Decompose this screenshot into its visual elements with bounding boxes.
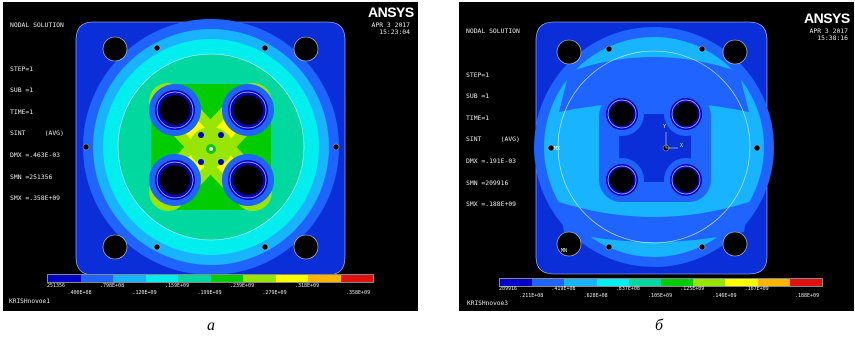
legend-swatch [500, 279, 533, 286]
legend-tick-label: .358E+09 [346, 290, 371, 296]
info-line: TIME=1 [10, 107, 34, 116]
legend-tick-label: .239E+09 [230, 283, 255, 289]
legend-swatch [725, 279, 758, 286]
legend-lower-ticks-a: .400E+08 .120E+09 .199E+09 .279E+09 .358E+09 [47, 290, 372, 296]
legend-tick-label: 251356 [47, 283, 66, 289]
legend-tick-label: .167E+09 [744, 286, 769, 292]
legend-tick-label: .120E+09 [132, 290, 157, 296]
legend-lower-ticks-b: .211E+08 .628E+08 .105E+09 .146E+09 .188E+09 [499, 293, 821, 299]
info-line: TIME=1 [466, 113, 490, 122]
legend-tick-label: .125E+09 [680, 286, 705, 292]
legend-tick-label: 209916 [499, 286, 518, 292]
legend-tick-label: .628E+08 [583, 293, 608, 299]
legend-swatch [210, 275, 243, 282]
info-line: DMX =.463E-03 [10, 150, 61, 159]
color-legend-a [47, 274, 374, 283]
legend-swatch [693, 279, 726, 286]
legend-tick-label: .159E+09 [165, 283, 190, 289]
legend-swatch [48, 275, 81, 282]
legend-swatch [113, 275, 146, 282]
legend-tick-label: .199E+09 [197, 290, 222, 296]
date-text: APR 3 2017 [371, 21, 410, 29]
contour-plot-b: NODAL SOLUTION STEP=1 SUB =1 TIME=1 SINT… [459, 2, 854, 311]
legend-swatch [80, 275, 113, 282]
timestamp-a: APR 3 2017 15:23:04 [371, 21, 410, 37]
legend-swatch [596, 279, 629, 286]
legend-upper-ticks-b: 209916 .419E+08 .837E+08 .125E+09 .167E+09 [499, 286, 821, 292]
model-name-a: KRISHnovoe1 [9, 298, 50, 305]
info-line: STEP=1 [466, 70, 490, 79]
legend-tick-label: .211E+08 [519, 293, 544, 299]
legend-tick-label: .318E+09 [295, 283, 320, 289]
min-marker: MN [561, 248, 568, 254]
max-marker: MX [554, 146, 561, 152]
stress-field-b [534, 21, 774, 275]
legend-swatch [661, 279, 694, 286]
caption-b: б [655, 317, 664, 334]
legend-swatch [275, 275, 308, 282]
date-text: APR 3 2017 [809, 27, 848, 35]
legend-swatch [532, 279, 565, 286]
info-line: SINT (AVG) [10, 129, 64, 138]
info-line: SINT (AVG) [466, 135, 520, 144]
info-line: STEP=1 [10, 64, 34, 73]
time-text: 15:23:04 [379, 28, 410, 37]
legend-tick-label: .146E+09 [712, 293, 737, 299]
legend-tick-label: .279E+09 [262, 290, 287, 296]
info-line: SMX =.358E+09 [10, 194, 61, 203]
legend-tick-label: .400E+08 [67, 290, 92, 296]
model-name-b: KRISHnovoe3 [467, 300, 508, 307]
logo-text: ANSYS [804, 10, 850, 26]
legend-swatch [340, 275, 373, 282]
info-line: NODAL SOLUTION [466, 27, 520, 36]
legend-tick-label: .105E+09 [648, 293, 673, 299]
legend-upper-ticks-a: 251356 .798E+08 .159E+09 .239E+09 .318E+09 [47, 283, 372, 289]
logo-text: ANSYS [368, 4, 414, 20]
ansys-logo: ANSYS [368, 4, 414, 20]
contour-plot-a: NODAL SOLUTION STEP=1 SUB =1 TIME=1 SINT… [3, 2, 418, 311]
legend-swatch [628, 279, 662, 286]
y-axis-label: Y [663, 124, 667, 130]
info-line: SMN =251356 [10, 172, 53, 181]
solution-info-a: NODAL SOLUTION STEP=1 SUB =1 TIME=1 SINT… [10, 8, 64, 217]
legend-swatch [243, 275, 276, 282]
info-line: SMN =209916 [466, 178, 509, 187]
legend-swatch [564, 279, 597, 286]
legend-tick-label: .837E+08 [615, 286, 640, 292]
info-line [10, 44, 64, 51]
color-legend-b [499, 278, 823, 287]
legend-swatch [789, 279, 823, 286]
legend-tick-label: .188E+09 [795, 293, 820, 299]
ansys-logo: ANSYS [804, 10, 850, 26]
legend-swatch [308, 275, 341, 282]
info-line: SMX =.188E+09 [466, 200, 517, 209]
info-line: SUB =1 [10, 86, 34, 95]
caption-a: а [207, 317, 215, 334]
info-line [466, 50, 520, 57]
timestamp-b: APR 3 2017 15:38:16 [809, 27, 848, 43]
legend-swatch [178, 275, 211, 282]
legend-tick-label: .798E+08 [100, 283, 125, 289]
legend-swatch [145, 275, 178, 282]
x-axis-label: X [680, 143, 684, 149]
info-line: DMX =.191E-03 [466, 156, 517, 165]
time-text: 15:38:16 [817, 34, 848, 43]
info-line: SUB =1 [466, 92, 490, 101]
info-line: NODAL SOLUTION [10, 21, 64, 30]
stress-field-a [75, 19, 346, 276]
legend-swatch [757, 279, 790, 286]
legend-tick-label: .419E+08 [551, 286, 576, 292]
solution-info-b: NODAL SOLUTION STEP=1 SUB =1 TIME=1 SINT… [466, 14, 520, 223]
